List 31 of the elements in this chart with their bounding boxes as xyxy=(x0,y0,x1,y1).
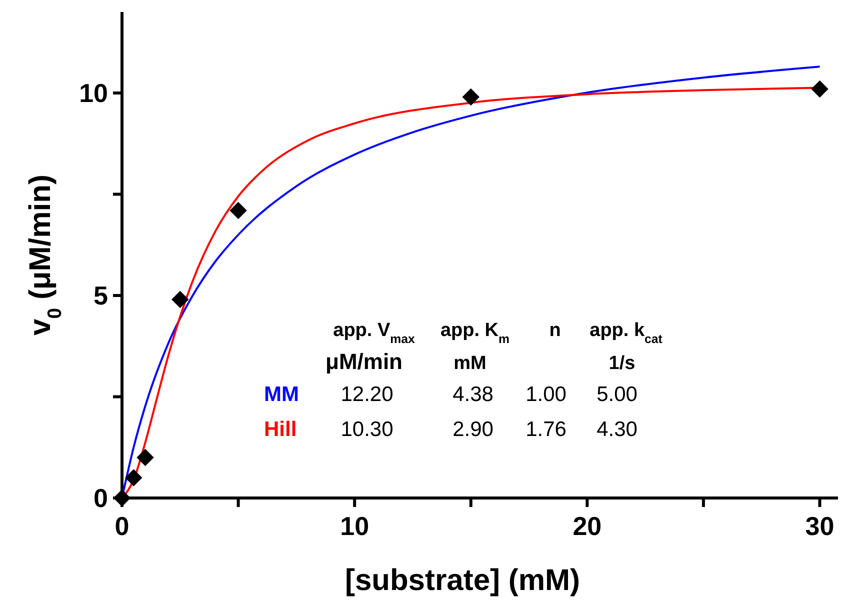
y-tick-label: 5 xyxy=(94,280,108,310)
text: Hill xyxy=(264,418,297,441)
y-tick-label: 0 xyxy=(94,483,108,513)
annotation: μM/min xyxy=(325,349,403,374)
annotation: 4.30 xyxy=(596,418,638,441)
annotation: app. V$_{max}$ xyxy=(333,320,415,346)
annotation: 1/s xyxy=(608,353,636,374)
annotation: mM xyxy=(454,353,486,374)
annotation: app. k$_{cat}$ xyxy=(590,320,662,346)
x-tick-label: 20 xyxy=(572,511,602,541)
x-axis-title: [substrate] (mM) xyxy=(344,564,580,597)
annotation: 4.38 xyxy=(452,383,494,406)
text: MM xyxy=(264,383,299,406)
point xyxy=(462,88,480,106)
annotation: 10.30 xyxy=(340,418,394,441)
point xyxy=(136,448,154,466)
annotation: 12.20 xyxy=(340,383,394,406)
x-tick-label: 10 xyxy=(340,511,370,541)
annotation: 5.00 xyxy=(596,383,638,406)
annotation: 2.90 xyxy=(452,418,494,441)
point xyxy=(124,469,142,486)
point xyxy=(172,290,189,308)
x-tick-label: 0 xyxy=(114,511,130,541)
point xyxy=(811,80,828,98)
point xyxy=(230,202,247,220)
annotation: app. K$_{m}$ xyxy=(440,320,510,346)
y-tick-label: 10 xyxy=(79,78,108,108)
annotation: 1.76 xyxy=(526,418,566,441)
x-tick-label: 30 xyxy=(805,511,834,541)
annotation: n xyxy=(549,320,561,341)
annotation: 1.00 xyxy=(526,383,566,406)
